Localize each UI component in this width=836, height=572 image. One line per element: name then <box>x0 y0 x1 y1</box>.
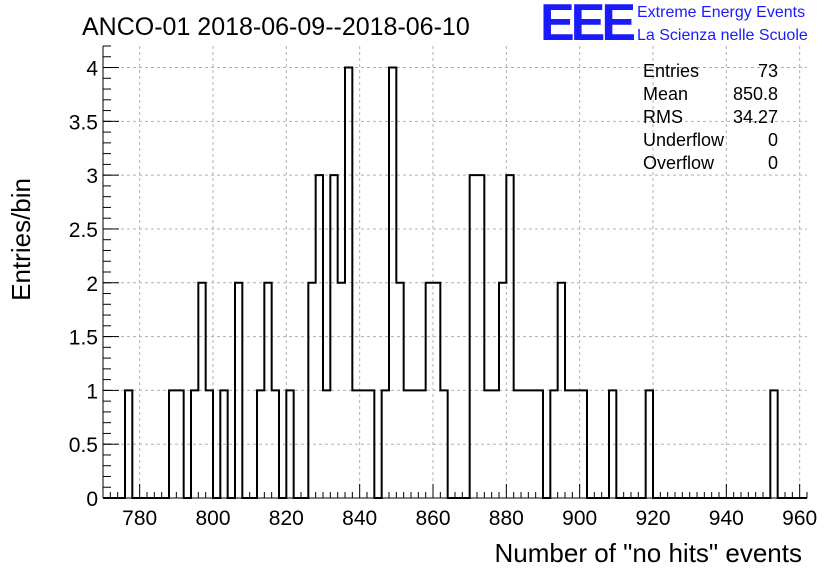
chart-title: ANCO-01 2018-06-09--2018-06-10 <box>82 13 470 41</box>
y-tick-label: 1 <box>86 380 98 403</box>
y-tick-label: 0.5 <box>69 434 98 457</box>
x-tick-labels: 780 800 820 840 860 880 900 920 940 960 <box>122 507 817 530</box>
histogram-bin <box>198 283 205 498</box>
histogram-bin <box>572 390 579 498</box>
x-tick-label: 960 <box>782 507 817 530</box>
y-tick-label: 1.5 <box>69 327 98 350</box>
histogram-outline <box>103 66 807 499</box>
y-tick-label: 3.5 <box>69 111 98 134</box>
x-tick-label: 920 <box>635 507 670 530</box>
y-tick-label: 2.5 <box>69 219 98 242</box>
histogram-bin <box>470 175 477 498</box>
histogram-bin <box>609 390 616 498</box>
histogram-bin <box>646 390 653 498</box>
x-tick-label: 800 <box>195 507 230 530</box>
histogram-bin <box>521 390 528 498</box>
histogram-bin <box>477 175 484 498</box>
histogram-bin <box>345 68 352 498</box>
histogram-bin <box>191 390 198 498</box>
histogram-bin <box>440 390 447 498</box>
histogram-bin <box>316 175 323 498</box>
stats-label: Entries <box>643 61 699 81</box>
stats-label: Overflow <box>643 153 715 173</box>
histogram-bin <box>338 283 345 498</box>
y-tick-label: 3 <box>86 165 98 188</box>
histogram-bin <box>528 390 535 498</box>
x-tick-label: 820 <box>269 507 304 530</box>
histogram-bin <box>286 390 293 498</box>
histogram-bin <box>389 68 396 498</box>
histogram-bin <box>770 390 777 498</box>
histogram-bin <box>484 390 491 498</box>
histogram-bin <box>396 283 403 498</box>
histogram-bin <box>220 390 227 498</box>
histogram-bin <box>264 283 271 498</box>
stats-value: 0 <box>768 153 778 173</box>
histogram-bin <box>330 175 337 498</box>
histogram-bin <box>176 390 183 498</box>
histogram-bin <box>308 283 315 498</box>
x-tick-label: 940 <box>709 507 744 530</box>
histogram-bin <box>125 390 132 498</box>
histogram-bin <box>565 390 572 498</box>
eee-logo: EEE Extreme Energy Events La Scienza nel… <box>540 0 808 52</box>
histogram-bin <box>492 390 499 498</box>
x-tick-label: 900 <box>562 507 597 530</box>
histogram-bin <box>411 390 418 498</box>
y-tick-label: 0 <box>86 488 98 511</box>
logo-line1: Extreme Energy Events <box>637 4 805 21</box>
stats-label: Underflow <box>643 130 725 150</box>
histogram-bin <box>206 390 213 498</box>
stats-value: 34.27 <box>733 107 778 127</box>
histogram-bin <box>499 283 506 498</box>
x-axis-title: Number of "no hits" events <box>495 538 803 568</box>
histogram-bin <box>367 390 374 498</box>
y-tick-label: 2 <box>86 273 98 296</box>
stats-value: 850.8 <box>733 84 778 104</box>
histogram-bin <box>272 390 279 498</box>
histogram-bin <box>323 390 330 498</box>
stats-value: 0 <box>768 130 778 150</box>
histogram-bin <box>235 283 242 498</box>
x-tick-label: 840 <box>342 507 377 530</box>
x-tick-label: 860 <box>415 507 450 530</box>
histogram-bin <box>536 390 543 498</box>
y-axis-title: Entries/bin <box>6 178 36 301</box>
x-tick-label: 780 <box>122 507 157 530</box>
histogram-bin <box>352 390 359 498</box>
histogram-bin <box>404 390 411 498</box>
stats-value: 73 <box>758 61 778 81</box>
histogram-bin <box>426 283 433 498</box>
histogram-bin <box>433 283 440 498</box>
histogram-bin <box>382 390 389 498</box>
histogram-bin <box>558 283 565 498</box>
histogram-bin <box>360 390 367 498</box>
y-tick-label: 4 <box>86 58 98 81</box>
stats-box: Entries 73 Mean 850.8 RMS 34.27 Underflow 0 Over… <box>643 61 778 173</box>
histogram-bin <box>257 390 264 498</box>
histogram <box>103 66 807 499</box>
histogram-bin <box>550 390 557 498</box>
y-tick-labels: 0 0.5 1 1.5 2 2.5 3 3.5 4 <box>69 58 99 511</box>
logo-line2: La Scienza nelle Scuole <box>637 27 808 44</box>
stats-label: RMS <box>643 107 683 127</box>
x-tick-label: 880 <box>489 507 524 530</box>
histogram-bin <box>418 390 425 498</box>
logo-mark: EEE <box>540 0 634 52</box>
histogram-bin <box>514 390 521 498</box>
stats-label: Mean <box>643 84 688 104</box>
histogram-bin <box>169 390 176 498</box>
histogram-bin <box>506 175 513 498</box>
histogram-bin <box>580 390 587 498</box>
